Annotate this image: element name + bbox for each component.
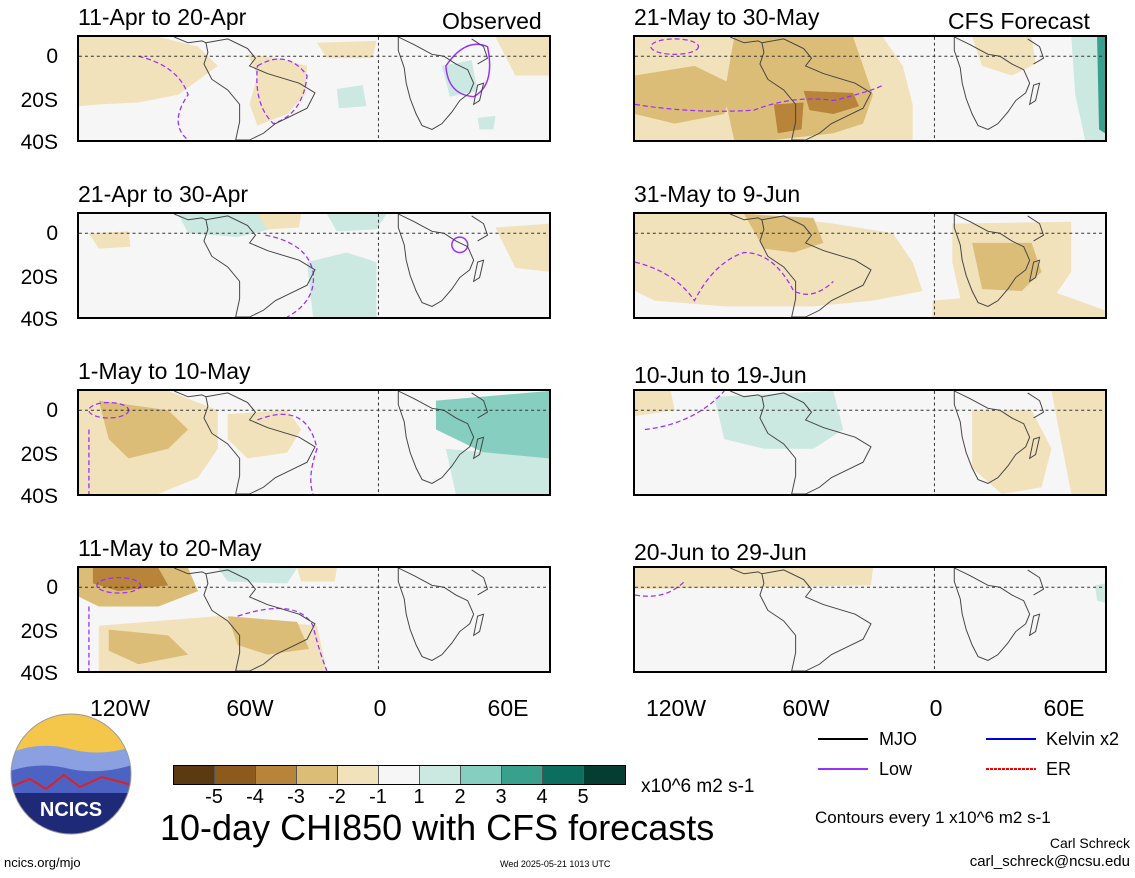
colorbar-units: x10^6 m2 s-1 xyxy=(641,776,755,797)
y-tick-20s: 20S xyxy=(20,266,58,289)
main-title: 10-day CHI850 with CFS forecasts xyxy=(160,807,715,848)
x-tick-60e: 60E xyxy=(487,695,529,721)
x-tick-0: 0 xyxy=(373,695,387,721)
y-tick-20s: 20S xyxy=(20,620,58,643)
legend-low-label: Low xyxy=(879,759,913,779)
map-p5 xyxy=(79,391,549,494)
colorbar-swatch xyxy=(338,766,379,784)
x-tick-60w: 60W xyxy=(782,695,830,721)
y-tick-0: 0 xyxy=(46,222,58,245)
colorbar-swatch xyxy=(256,766,297,784)
map-panel-p8 xyxy=(633,566,1107,673)
map-p8 xyxy=(635,568,1105,671)
panel-title-p3: 21-Apr to 30-Apr xyxy=(78,181,249,207)
map-p2 xyxy=(635,37,1105,140)
panel-label-cfs-forecast: CFS Forecast xyxy=(948,8,1090,34)
y-tick-0: 0 xyxy=(46,45,58,68)
map-panel-p3 xyxy=(77,212,551,319)
email: carl_schreck@ncsu.edu xyxy=(969,853,1130,870)
map-p3 xyxy=(79,214,549,317)
panel-title-p5: 1-May to 10-May xyxy=(78,358,251,384)
panel-label-observed: Observed xyxy=(442,8,542,34)
legend-er-line xyxy=(986,768,1036,770)
panel-title-p8: 20-Jun to 29-Jun xyxy=(634,539,807,565)
legend-low-line xyxy=(818,768,868,770)
y-tick-20s: 20S xyxy=(20,89,58,112)
colorbar-swatch xyxy=(420,766,461,784)
y-tick-20s: 20S xyxy=(20,443,58,466)
colorbar xyxy=(173,765,626,785)
x-tick-60w: 60W xyxy=(226,695,274,721)
colorbar-label: 1 xyxy=(413,786,425,808)
legend-er-label: ER xyxy=(1046,759,1072,779)
panel-title-p7: 11-May to 20-May xyxy=(78,535,262,561)
map-panel-p2 xyxy=(633,35,1107,142)
map-panel-p4 xyxy=(633,212,1107,319)
colorbar-swatch xyxy=(297,766,338,784)
panel-title-p4: 31-May to 9-Jun xyxy=(634,181,801,207)
legend-mjo-label: MJO xyxy=(879,729,917,749)
panel-title-p6: 10-Jun to 19-Jun xyxy=(634,362,807,388)
colorbar-swatch xyxy=(584,766,625,784)
map-panel-p6 xyxy=(633,389,1107,496)
panel-title-p1: 11-Apr to 20-Apr xyxy=(78,4,247,30)
legend-kelvin-label: Kelvin x2 xyxy=(1046,729,1120,749)
panel-title-p2: 21-May to 30-May xyxy=(634,4,820,30)
x-tick-60e: 60E xyxy=(1043,695,1085,721)
colorbar-label: -3 xyxy=(287,786,305,808)
colorbar-label: -1 xyxy=(369,786,387,808)
logo-text: NCICS xyxy=(40,799,102,821)
y-tick-40s: 40S xyxy=(20,308,58,331)
y-tick-40s: 40S xyxy=(20,485,58,508)
x-tick-120w: 120W xyxy=(89,695,151,721)
x-tick-120w: 120W xyxy=(645,695,707,721)
map-panel-p5 xyxy=(77,389,551,496)
map-p7 xyxy=(79,568,549,671)
map-p1 xyxy=(79,37,549,140)
y-tick-40s: 40S xyxy=(20,662,58,685)
map-p4 xyxy=(635,214,1105,317)
map-panel-p1 xyxy=(77,35,551,142)
y-tick-0: 0 xyxy=(46,576,58,599)
colorbar-label: 3 xyxy=(495,786,507,808)
map-panel-p7 xyxy=(77,566,551,673)
y-tick-0: 0 xyxy=(46,399,58,422)
colorbar-label: 5 xyxy=(577,786,589,808)
ncics-logo: NCICS xyxy=(10,713,132,835)
colorbar-label: -5 xyxy=(205,786,223,808)
colorbar-swatch xyxy=(174,766,215,784)
y-tick-40s: 40S xyxy=(20,131,58,154)
colorbar-label: -4 xyxy=(246,786,264,808)
timestamp: Wed 2025-05-21 1013 UTC xyxy=(500,859,611,869)
colorbar-swatch xyxy=(543,766,584,784)
x-tick-0: 0 xyxy=(929,695,943,721)
contours-note: Contours every 1 x10^6 m2 s-1 xyxy=(815,808,1051,827)
colorbar-swatch xyxy=(461,766,502,784)
colorbar-swatch xyxy=(379,766,420,784)
colorbar-label: 4 xyxy=(536,786,548,808)
map-p6 xyxy=(635,391,1105,494)
legend-kelvin-line xyxy=(986,738,1036,740)
author: Carl Schreck xyxy=(1049,835,1130,851)
colorbar-label: -2 xyxy=(328,786,346,808)
colorbar-swatch xyxy=(215,766,256,784)
footer-url: ncics.org/mjo xyxy=(4,855,81,870)
colorbar-swatch xyxy=(502,766,543,784)
legend-mjo-line xyxy=(818,738,868,740)
colorbar-label: 2 xyxy=(454,786,466,808)
